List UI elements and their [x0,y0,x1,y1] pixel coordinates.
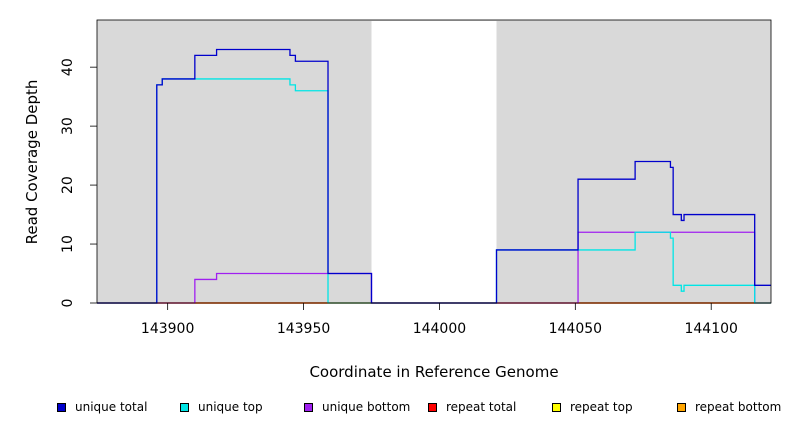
legend-swatch [57,402,66,412]
legend-swatch [552,402,561,412]
plot-frame [96,19,772,304]
legend-swatch [428,402,437,412]
coverage-chart: 143900 143950 144000 144050 144100 0 10 20 30 40… [23,19,772,381]
x-axis-title: Coordinate in Reference Genome [309,363,558,381]
legend-item-repeat-total: repeat total [428,400,516,414]
legend-item-unique-total: unique total [57,400,147,414]
legend-swatch [304,402,313,412]
y-tick-label: 40 [60,58,76,76]
y-axis: 0 10 20 30 40 [60,58,97,307]
x-axis: 143900 143950 144000 144050 144100 [141,303,738,337]
legend-swatch [677,402,686,412]
legend-label: repeat total [446,400,517,414]
x-tick-label: 143900 [141,321,194,337]
legend-label: unique total [75,400,148,414]
legend-item-repeat-bottom: repeat bottom [677,400,781,414]
legend-item-repeat-top: repeat top [552,400,633,414]
x-tick-label: 144000 [413,321,466,337]
legend-label: unique top [198,400,263,414]
legend-item-unique-top: unique top [180,400,263,414]
legend-swatch [180,402,189,412]
x-tick-label: 144050 [549,321,602,337]
legend-label: unique bottom [322,400,411,414]
x-tick-label: 144100 [684,321,737,337]
y-tick-label: 20 [60,176,76,194]
y-tick-label: 30 [60,117,76,135]
legend-label: repeat bottom [695,400,782,414]
y-tick-label: 10 [60,235,76,253]
legend-label: repeat top [570,400,633,414]
y-tick-label: 0 [60,299,76,308]
unshaded-region-0 [371,21,497,303]
x-tick-label: 143950 [277,321,330,337]
legend: unique total unique top unique bottom repea… [0,400,792,420]
y-axis-title: Read Coverage Depth [23,80,41,245]
legend-item-unique-bottom: unique bottom [304,400,410,414]
